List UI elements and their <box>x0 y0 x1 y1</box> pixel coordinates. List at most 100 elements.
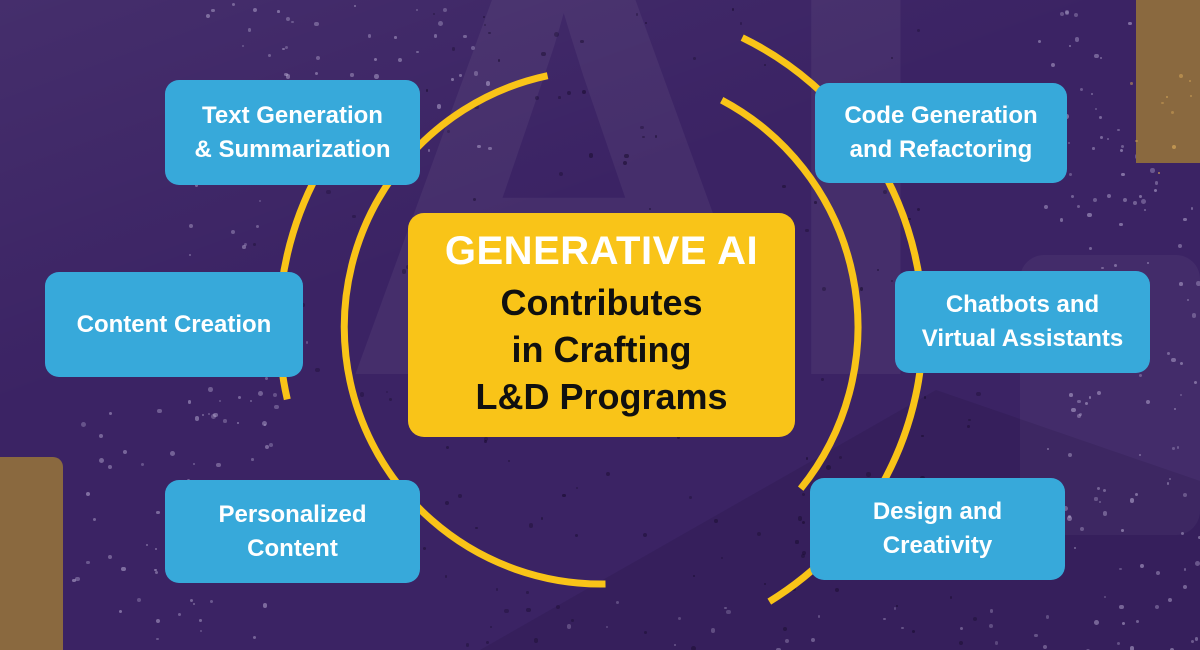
speckle-dot <box>194 183 198 187</box>
speckle-dot <box>157 408 162 414</box>
speckle-dot <box>1068 514 1072 518</box>
speckle-dot <box>776 647 781 650</box>
speckle-dot <box>1157 171 1161 175</box>
speckle-dot <box>643 630 647 635</box>
speckle-dot <box>1136 619 1140 623</box>
speckle-dot <box>198 618 202 622</box>
central-line-2: in Crafting <box>511 329 692 371</box>
speckle-dot <box>394 36 397 39</box>
speckle-dot <box>877 269 880 272</box>
inner-orbit-arc-right <box>720 97 862 491</box>
speckle-dot <box>202 414 205 417</box>
speckle-dot <box>315 367 320 373</box>
speckle-dot <box>367 34 371 38</box>
brown-corner-block-left <box>0 457 63 650</box>
speckle-dot <box>921 434 924 438</box>
speckle-dot <box>821 286 826 291</box>
speckle-dot <box>80 422 86 428</box>
speckle-dot <box>648 207 652 210</box>
speckle-dot <box>1102 511 1108 516</box>
speckle-dot <box>1096 390 1101 395</box>
speckle-dot <box>1088 396 1092 400</box>
speckle-dot <box>218 400 221 403</box>
speckle-dot <box>282 48 285 51</box>
speckle-dot <box>908 217 911 221</box>
speckle-dot <box>432 13 435 16</box>
speckle-dot <box>805 457 809 460</box>
speckle-dot <box>782 626 788 632</box>
speckle-dot <box>497 59 501 62</box>
speckle-dot <box>1093 620 1099 626</box>
speckle-dot <box>188 253 192 257</box>
speckle-dot <box>458 494 462 499</box>
speckle-dot <box>1068 173 1072 177</box>
speckle-dot <box>1101 266 1104 270</box>
speckle-dot <box>1119 222 1123 227</box>
speckle-dot <box>388 397 392 401</box>
speckle-dot <box>623 153 629 159</box>
speckle-dot <box>122 449 127 454</box>
speckle-dot <box>108 411 112 415</box>
speckle-dot <box>1133 200 1137 205</box>
speckle-dot <box>1117 128 1120 132</box>
speckle-dot <box>488 31 491 34</box>
speckle-dot <box>252 242 256 246</box>
speckle-dot <box>200 629 203 632</box>
speckle-dot <box>1094 497 1098 501</box>
node-content-creation: Content Creation <box>45 272 303 377</box>
speckle-dot <box>350 73 354 77</box>
speckle-dot <box>732 8 735 11</box>
speckle-dot <box>838 455 842 459</box>
speckle-dot <box>486 640 490 644</box>
speckle-dot <box>567 91 572 96</box>
speckle-dot <box>284 45 288 49</box>
speckle-dot <box>1138 373 1142 377</box>
speckle-dot <box>923 396 927 400</box>
speckle-dot <box>265 376 269 380</box>
speckle-dot <box>1183 493 1188 498</box>
speckle-dot <box>189 598 194 603</box>
speckle-dot <box>1176 446 1180 449</box>
speckle-dot <box>1187 298 1190 302</box>
speckle-dot <box>757 532 762 537</box>
speckle-dot <box>1073 12 1079 17</box>
speckle-dot <box>1034 633 1038 638</box>
speckle-dot <box>72 578 77 583</box>
speckle-dot <box>1170 110 1175 114</box>
speckle-dot <box>423 546 427 550</box>
speckle-dot <box>1099 135 1103 139</box>
speckle-dot <box>801 492 805 496</box>
speckle-dot <box>677 436 680 439</box>
speckle-dot <box>482 16 485 19</box>
speckle-dot <box>859 286 864 291</box>
speckle-dot <box>1155 570 1161 576</box>
speckle-dot <box>562 493 566 498</box>
speckle-dot <box>473 71 479 76</box>
speckle-dot <box>446 130 450 133</box>
speckle-dot <box>475 527 478 530</box>
speckle-dot <box>966 424 970 428</box>
speckle-dot <box>1171 357 1176 363</box>
speckle-dot <box>893 607 897 610</box>
speckle-dot <box>1113 263 1117 267</box>
speckle-dot <box>314 71 318 75</box>
speckle-dot <box>1130 82 1134 85</box>
speckle-dot <box>1092 147 1095 150</box>
speckle-dot <box>438 21 444 27</box>
speckle-dot <box>1183 217 1187 222</box>
speckle-dot <box>285 16 290 21</box>
speckle-dot <box>1129 646 1135 650</box>
speckle-dot <box>644 21 648 25</box>
speckle-dot <box>154 570 159 575</box>
speckle-dot <box>1080 88 1084 92</box>
speckle-dot <box>654 135 658 138</box>
speckle-dot <box>1168 598 1173 603</box>
speckle-dot <box>642 135 645 139</box>
speckle-dot <box>526 591 529 594</box>
speckle-dot <box>146 544 149 547</box>
speckle-dot <box>259 199 262 202</box>
speckle-dot <box>446 446 450 450</box>
speckle-dot <box>1064 11 1070 16</box>
speckle-dot <box>692 575 695 578</box>
speckle-dot <box>890 280 893 283</box>
